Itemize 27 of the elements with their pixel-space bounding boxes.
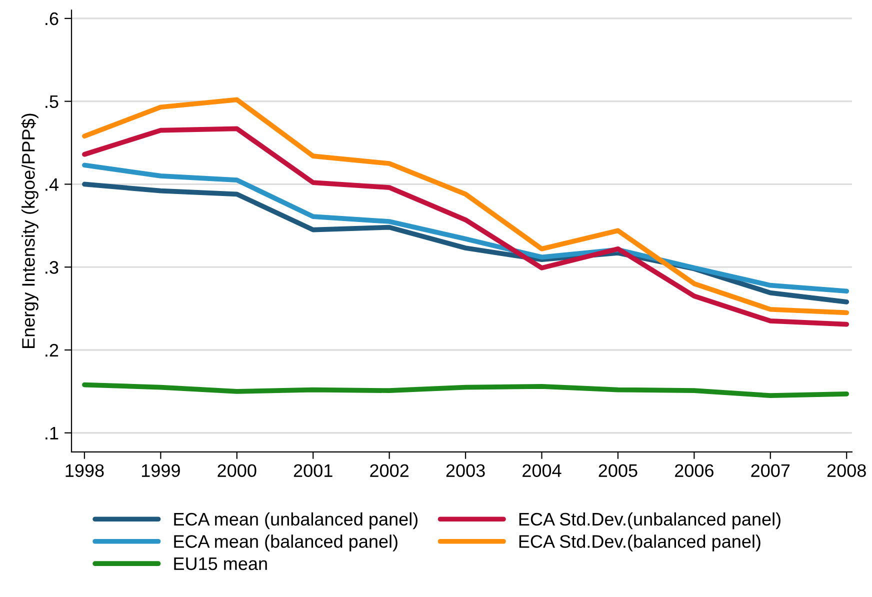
x-tick-label: 1999	[142, 464, 180, 477]
y-tick-label: .3	[46, 261, 58, 274]
x-tick-label: 2002	[370, 464, 408, 477]
x-tick-label: 1998	[66, 464, 104, 477]
y-tick-label: .6	[46, 12, 58, 26]
line-series	[82, 382, 850, 398]
x-tick-label: 2000	[218, 464, 256, 477]
x-tick-label: 2004	[522, 464, 562, 477]
x-tick-label: 2001	[294, 464, 332, 477]
y-tick-label: .4	[46, 178, 58, 191]
x-tick-label: 2008	[827, 464, 866, 477]
line-series	[82, 162, 850, 294]
legend-label: ECA mean (unbalanced panel)	[174, 512, 418, 530]
y-axis-title: Energy Intensity (kgoe/PPP$)	[21, 114, 38, 348]
x-tick-label: 2003	[446, 464, 485, 477]
line-series	[82, 126, 850, 327]
y-tick-label: .2	[46, 344, 58, 357]
line-series	[82, 97, 850, 316]
legend-label: ECA mean (balanced panel)	[174, 534, 398, 552]
legend-label: ECA Std.Dev.(balanced panel)	[519, 534, 760, 552]
legend-label: EU15 mean	[174, 558, 267, 570]
x-tick-label: 2005	[598, 464, 638, 477]
y-tick-label: .1	[46, 426, 58, 440]
x-tick-label: 2006	[675, 464, 714, 477]
y-tick-label: .5	[46, 95, 58, 108]
legend-label: ECA Std.Dev.(unbalanced panel)	[519, 512, 780, 530]
x-tick-label: 2007	[751, 464, 790, 477]
